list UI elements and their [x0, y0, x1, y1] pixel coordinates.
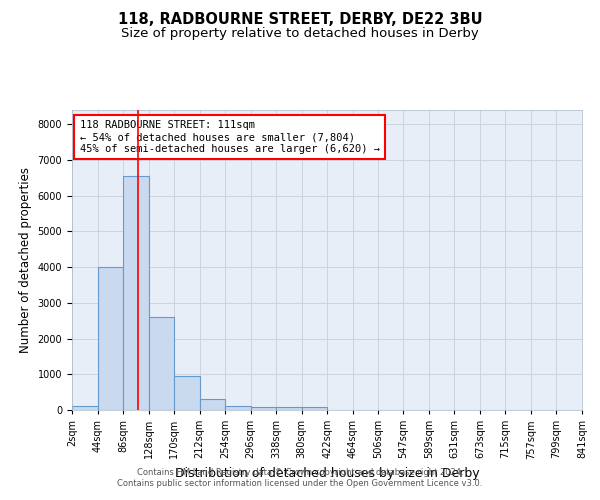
Y-axis label: Number of detached properties: Number of detached properties	[19, 167, 32, 353]
Bar	[200, 400, 225, 410]
Bar	[98, 267, 123, 410]
Bar	[72, 406, 98, 410]
Bar	[276, 407, 302, 410]
Bar	[149, 317, 174, 410]
Bar	[225, 406, 251, 410]
Bar	[174, 376, 200, 410]
Bar	[251, 407, 276, 410]
Text: Contains HM Land Registry data © Crown copyright and database right 2024.
Contai: Contains HM Land Registry data © Crown c…	[118, 468, 482, 487]
X-axis label: Distribution of detached houses by size in Derby: Distribution of detached houses by size …	[175, 467, 479, 480]
Text: 118, RADBOURNE STREET, DERBY, DE22 3BU: 118, RADBOURNE STREET, DERBY, DE22 3BU	[118, 12, 482, 28]
Text: 118 RADBOURNE STREET: 111sqm
← 54% of detached houses are smaller (7,804)
45% of: 118 RADBOURNE STREET: 111sqm ← 54% of de…	[80, 120, 380, 154]
Bar	[302, 407, 328, 410]
Bar	[123, 176, 149, 410]
Text: Size of property relative to detached houses in Derby: Size of property relative to detached ho…	[121, 28, 479, 40]
